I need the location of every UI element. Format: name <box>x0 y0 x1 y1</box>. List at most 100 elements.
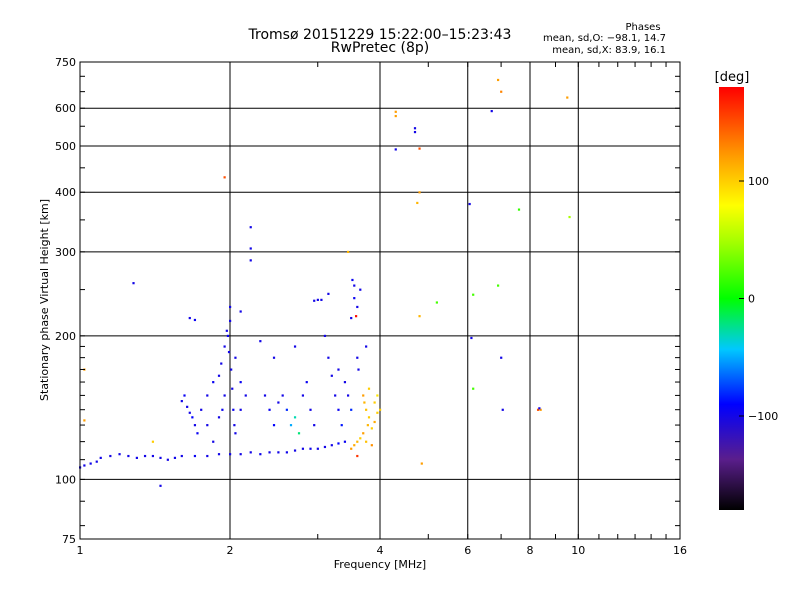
data-point <box>340 424 343 427</box>
data-point <box>230 368 233 371</box>
data-point <box>206 424 209 427</box>
data-point <box>367 387 371 390</box>
data-point <box>135 456 138 459</box>
data-point <box>337 408 340 411</box>
data-point <box>309 408 312 411</box>
data-point <box>186 405 189 408</box>
data-point <box>229 305 232 309</box>
data-point <box>373 420 376 424</box>
data-point <box>418 191 421 194</box>
x-tick-label: 8 <box>527 544 534 557</box>
data-point <box>212 440 215 443</box>
data-point <box>249 451 252 454</box>
data-point <box>188 411 191 414</box>
data-point <box>356 440 359 443</box>
data-point <box>334 394 337 397</box>
data-point <box>244 394 247 397</box>
data-point <box>233 424 236 427</box>
data-point <box>220 362 223 365</box>
data-point <box>206 394 209 397</box>
colorbar-title: [deg] <box>715 70 750 85</box>
data-point <box>196 432 199 435</box>
data-point <box>95 460 98 463</box>
data-point <box>212 381 215 384</box>
data-point <box>373 401 376 404</box>
data-point <box>416 201 419 205</box>
data-point <box>470 336 473 340</box>
data-point <box>206 454 209 458</box>
data-point <box>239 381 242 384</box>
data-point <box>327 356 330 359</box>
data-point <box>490 110 493 113</box>
data-point <box>472 293 475 296</box>
data-point <box>394 148 397 151</box>
data-point <box>376 411 379 414</box>
data-point <box>239 453 242 456</box>
data-point <box>301 447 305 450</box>
data-point <box>249 259 252 262</box>
data-point <box>249 247 252 250</box>
colorbar-tick-label: 0 <box>748 293 755 306</box>
data-point <box>293 449 297 452</box>
data-point <box>229 453 232 456</box>
data-point <box>320 298 323 301</box>
colorbar-ticks: 100 0 −100 <box>739 175 778 423</box>
data-point <box>109 454 112 458</box>
data-point <box>418 147 421 150</box>
data-point <box>217 416 221 419</box>
x-tick-label: 6 <box>464 544 471 557</box>
data-point <box>127 454 130 458</box>
data-point <box>200 408 203 411</box>
data-point <box>259 340 262 343</box>
data-point <box>221 408 224 411</box>
phase-stats-heading: Phases <box>625 22 661 33</box>
data-point <box>330 444 333 447</box>
data-point <box>232 408 235 411</box>
chart-subtitle: RwPretec (8p) <box>330 40 430 56</box>
data-point <box>413 130 417 134</box>
data-point <box>362 432 365 435</box>
data-point <box>496 78 500 82</box>
data-point <box>89 462 92 465</box>
data-point <box>259 453 262 456</box>
data-point <box>353 444 356 447</box>
data-point <box>327 292 330 295</box>
data-point <box>223 394 226 397</box>
data-point <box>159 484 162 487</box>
data-point <box>359 288 362 291</box>
data-point <box>239 408 242 411</box>
data-point <box>316 298 319 301</box>
data-point <box>285 408 288 411</box>
y-tick-label: 100 <box>55 473 76 486</box>
data-point <box>313 299 316 302</box>
data-point <box>281 394 284 397</box>
data-point <box>356 454 359 458</box>
data-point <box>413 127 417 130</box>
data-point <box>223 345 226 348</box>
data-point <box>301 394 305 397</box>
data-point <box>468 202 471 206</box>
data-point <box>365 408 368 411</box>
data-point <box>191 416 194 419</box>
data-point <box>330 374 333 377</box>
data-point <box>226 334 230 338</box>
data-point <box>151 440 155 443</box>
data-point <box>568 215 571 219</box>
data-point <box>354 315 358 318</box>
data-point <box>337 442 340 445</box>
data-point <box>418 315 421 318</box>
data-point <box>285 451 288 454</box>
data-point <box>472 387 475 390</box>
data-point <box>500 356 503 359</box>
data-point <box>118 453 121 456</box>
y-tick-label: 600 <box>55 102 76 115</box>
phase-stats-x-line: mean, sd,X: 83.9, 16.1 <box>552 45 666 56</box>
axis-ticks: 1 2 4 6 8 10 16 75 100 200 300 400 500 600 750 <box>55 56 687 557</box>
data-point <box>151 454 155 458</box>
data-point <box>566 96 569 99</box>
data-point <box>263 394 267 397</box>
data-point <box>536 408 540 411</box>
data-point <box>376 394 379 397</box>
x-tick-label: 16 <box>673 544 687 557</box>
y-tick-label: 750 <box>55 56 76 69</box>
